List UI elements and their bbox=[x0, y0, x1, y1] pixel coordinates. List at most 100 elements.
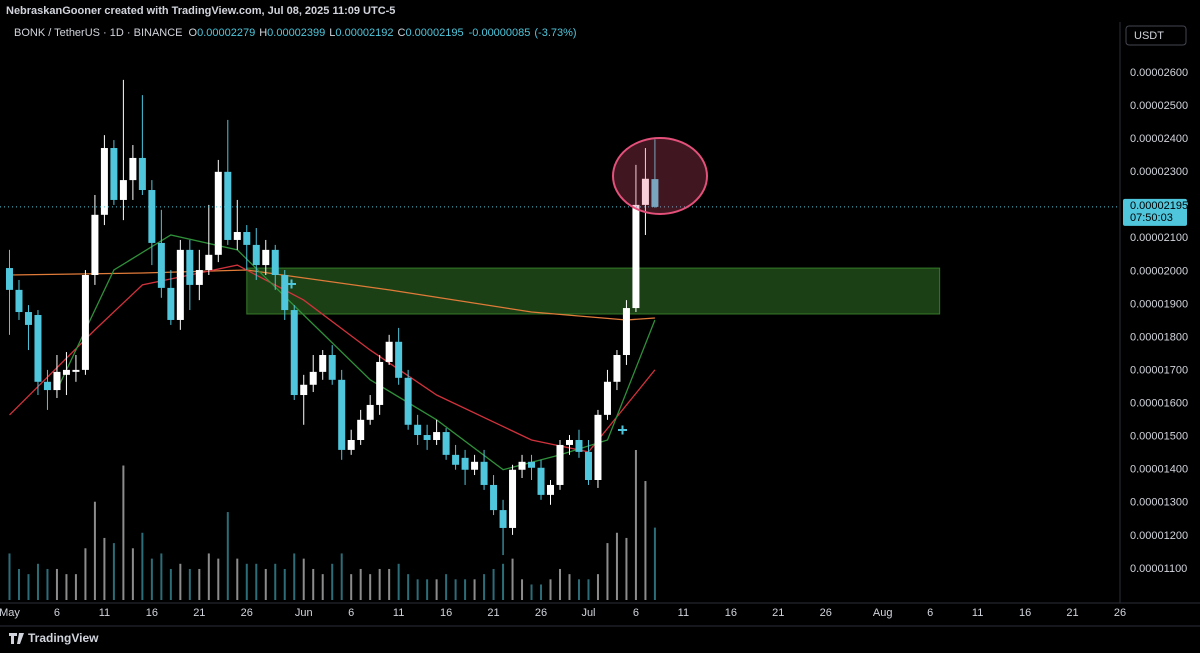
candle-body bbox=[167, 287, 175, 320]
y-tick-label: 0.00001400 bbox=[1130, 464, 1188, 476]
x-tick-label: 26 bbox=[820, 607, 832, 619]
y-tick-label: 0.00002100 bbox=[1130, 232, 1188, 244]
candle-body bbox=[651, 179, 659, 207]
x-tick-label: Aug bbox=[873, 607, 893, 619]
candle-body bbox=[129, 157, 137, 181]
volume-bar bbox=[169, 568, 172, 600]
candle-body bbox=[471, 461, 479, 470]
volume-bar bbox=[483, 574, 486, 600]
y-tick-label: 0.00002300 bbox=[1130, 166, 1188, 178]
volume-bar bbox=[93, 501, 96, 600]
volume-bar bbox=[65, 574, 68, 600]
volume-bar bbox=[369, 574, 372, 600]
volume-bar bbox=[226, 512, 229, 600]
volume-bar bbox=[426, 579, 429, 600]
candle-body bbox=[176, 249, 184, 320]
candle-body bbox=[328, 355, 336, 380]
currency[interactable]: USDT bbox=[1134, 30, 1164, 42]
y-tick-label: 0.00001700 bbox=[1130, 364, 1188, 376]
candle-body bbox=[43, 381, 51, 391]
candle-body bbox=[556, 444, 564, 485]
candle-body bbox=[300, 384, 308, 396]
volume-bar bbox=[378, 568, 381, 600]
last-price-tag bbox=[1123, 198, 1187, 226]
x-tick-label: 6 bbox=[348, 607, 354, 619]
volume-bar bbox=[74, 574, 77, 600]
candle-body bbox=[195, 270, 203, 285]
x-tick-label: 26 bbox=[535, 607, 547, 619]
x-tick-label: 6 bbox=[54, 607, 60, 619]
candle-body bbox=[499, 510, 507, 528]
volume-bar bbox=[46, 568, 49, 600]
x-tick-label: 6 bbox=[633, 607, 639, 619]
volume-bar bbox=[255, 563, 258, 600]
volume-bar bbox=[245, 563, 248, 600]
cross-markers bbox=[287, 279, 627, 435]
volume-bar bbox=[207, 553, 210, 600]
countdown: 07:50:03 bbox=[1130, 212, 1173, 224]
x-tick-label: 16 bbox=[1019, 607, 1031, 619]
candle-body bbox=[395, 341, 403, 378]
candle-body bbox=[594, 414, 602, 480]
candle-body bbox=[641, 178, 649, 205]
candle-body bbox=[233, 232, 241, 240]
volume-bar bbox=[84, 548, 87, 600]
candle-body bbox=[157, 242, 165, 288]
y-tick-label: 0.00001500 bbox=[1130, 431, 1188, 443]
x-tick-label: 16 bbox=[725, 607, 737, 619]
candle-body bbox=[518, 461, 526, 470]
ohlc-value: 0.00002192 bbox=[335, 27, 393, 39]
candle-body bbox=[423, 435, 431, 440]
volume-bar bbox=[321, 574, 324, 600]
candle-body bbox=[347, 439, 355, 450]
candle-body bbox=[290, 310, 298, 396]
volume-bar bbox=[559, 568, 561, 600]
candle-body bbox=[5, 268, 13, 290]
volume-bar bbox=[653, 527, 656, 600]
x-tick-label: 21 bbox=[193, 607, 205, 619]
candle-body bbox=[62, 369, 70, 375]
candle-body bbox=[24, 312, 32, 325]
volume-bar bbox=[634, 450, 637, 600]
candle-body bbox=[461, 457, 469, 470]
volume-bar bbox=[8, 553, 11, 600]
candle-body bbox=[632, 204, 640, 309]
candle-body bbox=[480, 461, 488, 485]
volume-bar bbox=[283, 568, 286, 600]
volume-bar bbox=[27, 574, 30, 600]
last-price-label: 0.00002195 bbox=[1130, 200, 1188, 212]
candle-body bbox=[186, 249, 194, 285]
candle-body bbox=[262, 249, 270, 266]
candle-body bbox=[243, 232, 251, 245]
volume-bar bbox=[568, 574, 571, 600]
highlight-ellipse bbox=[612, 137, 708, 215]
ohlc-key: C bbox=[398, 27, 406, 39]
change-percent: (-3.73%) bbox=[534, 27, 576, 39]
currency-box[interactable] bbox=[1125, 25, 1187, 46]
candle-body bbox=[404, 377, 412, 425]
volume-bar bbox=[188, 568, 191, 600]
volume-bar bbox=[454, 579, 457, 600]
volume-bar bbox=[198, 568, 201, 600]
y-tick-label: 0.00002500 bbox=[1130, 100, 1188, 112]
candle-body bbox=[385, 341, 393, 362]
volume-bar bbox=[359, 568, 362, 600]
candle-body bbox=[452, 454, 460, 465]
volume-bar bbox=[540, 584, 543, 600]
candle-body bbox=[613, 355, 621, 382]
credit: NebraskanGooner created with TradingView… bbox=[6, 5, 395, 17]
candle-body bbox=[100, 148, 108, 215]
candle-body bbox=[442, 432, 450, 455]
change: -0.00000085 bbox=[469, 27, 531, 39]
candle-body bbox=[138, 157, 146, 191]
volume-bar bbox=[445, 574, 448, 600]
y-tick-label: 0.00001100 bbox=[1130, 563, 1187, 575]
x-tick-label: Jun bbox=[295, 607, 313, 619]
candle-body bbox=[53, 371, 61, 391]
volume-bar bbox=[236, 558, 239, 600]
candle-body bbox=[148, 190, 156, 243]
x-tick-label: Jul bbox=[581, 607, 595, 619]
volume-bar bbox=[112, 543, 115, 600]
